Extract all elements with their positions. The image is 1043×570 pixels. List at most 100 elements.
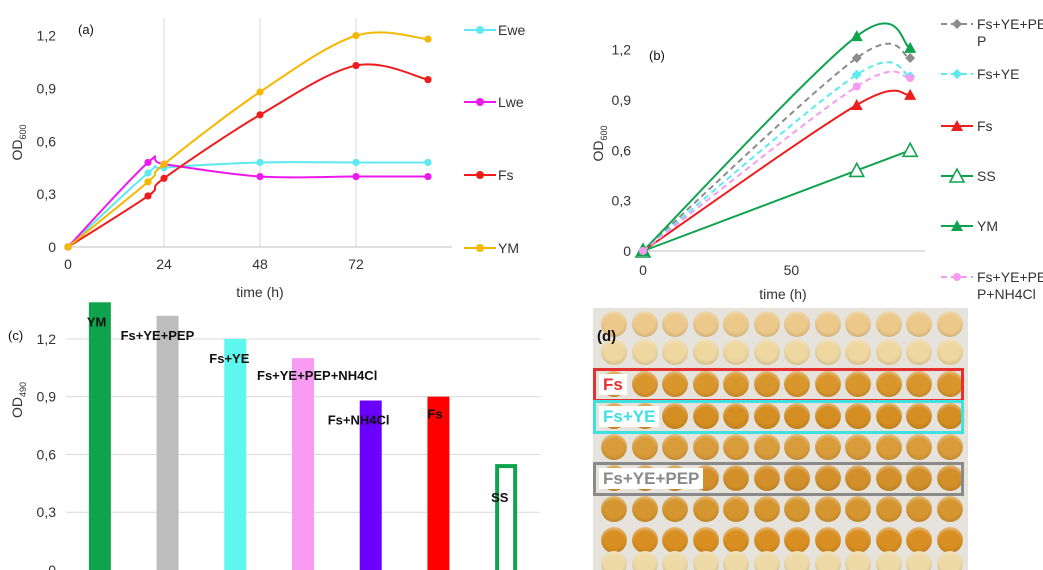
legend-marker xyxy=(951,120,963,131)
plate-row xyxy=(597,402,964,430)
legend-label: Ewe xyxy=(498,22,525,38)
od490-bar-chart: 0 0,3 0,6 0,9 1,2 (c) OD490 YM Fs+YE+PEP Fs+YE Fs+… xyxy=(8,302,540,570)
well xyxy=(723,496,749,522)
legend-marker xyxy=(952,19,962,29)
well xyxy=(936,496,963,522)
well xyxy=(784,403,810,429)
well xyxy=(601,311,627,337)
microplate-photo: Fs Fs+YE Fs+YE+PEP (d) xyxy=(593,308,968,570)
data-point xyxy=(850,30,863,42)
well xyxy=(662,311,688,337)
data-point xyxy=(64,243,72,251)
well xyxy=(814,527,841,553)
growth-chart-a: 0 24 48 72 0 0,3 0,6 0,9 1,2 (a) time (h) OD600 Ewe L… xyxy=(9,18,525,300)
well xyxy=(814,551,841,570)
well xyxy=(814,434,841,460)
plate-row xyxy=(597,310,964,338)
well xyxy=(723,371,749,397)
well xyxy=(631,339,658,365)
panel-label-a: (a) xyxy=(78,22,94,37)
legend-label: Fs xyxy=(498,167,514,183)
well xyxy=(662,527,688,553)
y-axis-label: OD600 xyxy=(590,125,609,161)
well xyxy=(875,434,902,460)
x-tick-label: 24 xyxy=(156,256,172,272)
highlight-box-fs-ye-pep: Fs+YE+PEP xyxy=(593,462,964,496)
well xyxy=(601,551,627,570)
series-line xyxy=(67,63,429,248)
well xyxy=(662,403,688,429)
legend-label: YM xyxy=(977,218,998,234)
well xyxy=(753,371,780,397)
data-point xyxy=(904,41,917,53)
legend-label: YM xyxy=(498,240,519,256)
y-axis-label-main: OD xyxy=(9,397,25,418)
well xyxy=(784,527,810,553)
well xyxy=(845,465,871,491)
well xyxy=(723,434,749,460)
legend-marker xyxy=(476,171,484,179)
well xyxy=(692,371,719,397)
legend-label: Fs+YE xyxy=(977,66,1019,82)
well xyxy=(753,403,780,429)
data-point xyxy=(256,158,264,167)
series-ym xyxy=(637,22,917,256)
well xyxy=(845,311,871,337)
y-tick-label: 0,9 xyxy=(37,389,57,405)
x-tick-label: 0 xyxy=(639,262,647,278)
highlight-label: Fs+YE xyxy=(599,406,660,427)
well xyxy=(723,311,749,337)
data-point xyxy=(160,160,168,168)
data-point xyxy=(906,74,915,83)
well xyxy=(784,311,810,337)
well xyxy=(906,311,932,337)
well xyxy=(845,496,871,522)
y-tick-label: 0,6 xyxy=(612,142,632,158)
well xyxy=(662,551,688,570)
well xyxy=(692,496,719,522)
legend-marker xyxy=(948,167,966,183)
legend-label: SS xyxy=(977,168,996,184)
legend-label: Fs xyxy=(977,118,993,134)
data-point xyxy=(639,247,647,255)
y-axis-label-main: OD xyxy=(590,141,606,162)
plate-row xyxy=(597,495,964,523)
data-point xyxy=(905,52,916,63)
series-line xyxy=(642,22,911,252)
well xyxy=(906,339,932,365)
well xyxy=(723,339,749,365)
bar xyxy=(224,338,247,570)
bar xyxy=(359,400,382,570)
well xyxy=(906,465,932,491)
data-point xyxy=(256,111,264,119)
well xyxy=(692,311,719,337)
y-tick-label: 0 xyxy=(623,243,631,259)
x-tick-label: 50 xyxy=(784,262,800,278)
data-point xyxy=(144,178,152,186)
well xyxy=(723,527,749,553)
y-tick-label: 0,3 xyxy=(37,186,57,202)
well xyxy=(936,311,963,337)
well xyxy=(936,434,963,460)
well xyxy=(601,434,627,460)
bar xyxy=(156,315,179,570)
y-tick-label: 0,6 xyxy=(37,133,57,149)
well xyxy=(631,527,658,553)
data-point xyxy=(352,61,360,70)
well xyxy=(936,371,963,397)
highlight-box-fs: Fs xyxy=(593,368,964,402)
well xyxy=(753,551,780,570)
well xyxy=(875,527,902,553)
plate-row xyxy=(597,338,964,366)
well xyxy=(845,551,871,570)
well xyxy=(845,434,871,460)
panel-label-b: (b) xyxy=(649,48,665,63)
legend-marker xyxy=(476,98,484,106)
well xyxy=(692,434,719,460)
series-ss xyxy=(634,141,919,258)
well xyxy=(814,339,841,365)
well xyxy=(906,527,932,553)
legend-marker xyxy=(476,244,484,252)
bar-label: SS xyxy=(491,490,509,505)
well xyxy=(875,496,902,522)
